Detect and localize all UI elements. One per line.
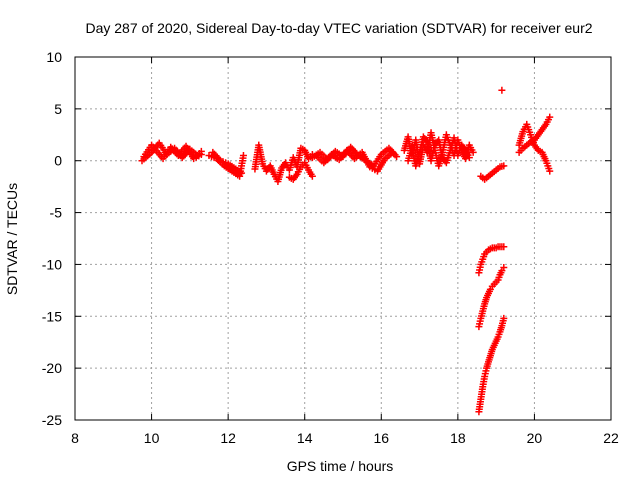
y-axis-label: SDTVAR / TECUs [4, 183, 20, 295]
x-tick-label: 20 [527, 430, 543, 446]
chart-title: Day 287 of 2020, Sidereal Day-to-day VTE… [85, 20, 592, 36]
y-tick-label: 10 [46, 49, 62, 65]
x-tick-label: 12 [220, 430, 236, 446]
data-point [239, 152, 247, 160]
y-tick-label: -25 [42, 412, 62, 428]
x-tick-label: 18 [450, 430, 466, 446]
data-point [469, 148, 477, 156]
y-tick-label: -15 [42, 308, 62, 324]
data-point [465, 154, 473, 162]
data-point [498, 86, 506, 94]
data-point [393, 153, 401, 161]
y-tick-label: 0 [54, 153, 62, 169]
data-point [389, 148, 397, 156]
x-tick-label: 14 [297, 430, 313, 446]
x-tick-label: 22 [603, 430, 619, 446]
data-point [238, 169, 246, 177]
data-point [308, 172, 316, 180]
data-point [500, 243, 508, 251]
y-tick-label: -5 [50, 205, 63, 221]
data-point [546, 113, 554, 121]
data-point [546, 167, 554, 175]
y-tick-labels: 10 5 0 -5 -10 -15 -20 -25 [42, 49, 62, 428]
x-tick-label: 16 [373, 430, 389, 446]
plot-frame [74, 56, 612, 421]
y-tick-label: -20 [42, 360, 62, 376]
x-axis-label: GPS time / hours [287, 458, 394, 474]
data-point [197, 150, 205, 158]
data-point [500, 314, 508, 322]
grid [75, 57, 611, 420]
data-point [500, 162, 508, 170]
x-tick-label: 10 [144, 430, 160, 446]
data-points [138, 86, 554, 416]
y-tick-label: -10 [42, 256, 62, 272]
data-point [500, 264, 508, 272]
y-tick-label: 5 [54, 101, 62, 117]
x-tick-label: 8 [71, 430, 79, 446]
x-tick-labels: 8 10 12 14 16 18 20 22 [71, 430, 619, 446]
tick-marks [74, 56, 612, 421]
